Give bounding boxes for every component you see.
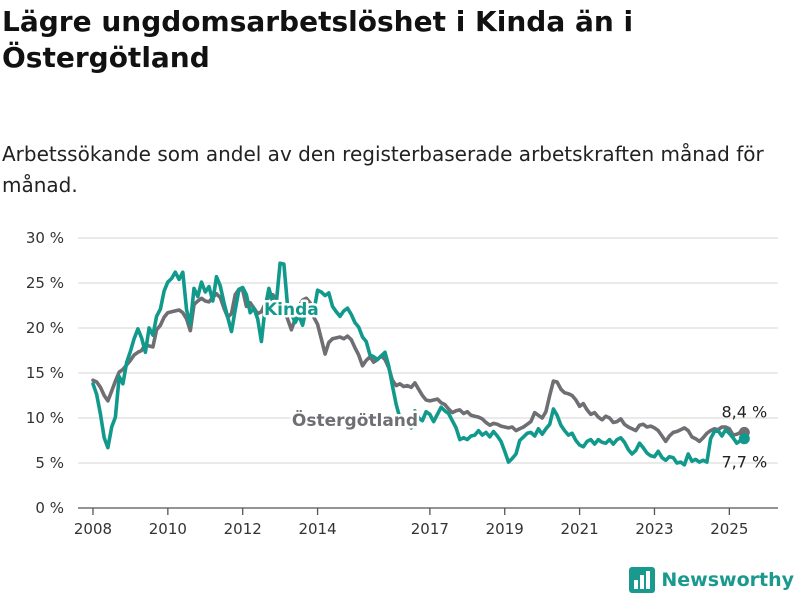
x-tick-label: 2014 — [298, 520, 336, 538]
x-tick-label: 2025 — [710, 520, 748, 538]
brand-name: Newsworthy — [661, 569, 794, 591]
x-tick-label: 2008 — [74, 520, 112, 538]
gridlines — [78, 237, 778, 509]
bar-chart-icon — [629, 567, 656, 593]
series-line--sterg-tland — [91, 287, 747, 444]
end-value-label: 8,4 % — [721, 402, 767, 421]
series-line-kinda — [91, 261, 747, 467]
x-tick-label: 2019 — [486, 520, 524, 538]
y-tick-label: 5 % — [35, 454, 64, 472]
series-lines — [91, 261, 750, 467]
series-label: Östergötland — [292, 409, 418, 431]
x-tick-label: 2010 — [149, 520, 187, 538]
y-tick-label: 30 % — [26, 229, 64, 247]
y-tick-label: 15 % — [26, 364, 64, 382]
x-axis-ticks: 2008 2010 2012 2014 2017 2019 2021 2023 2025 — [74, 508, 748, 538]
chart-subtitle: Arbetssökande som andel av den registerb… — [2, 142, 764, 197]
x-tick-label: 2023 — [635, 520, 673, 538]
x-tick-label: 2021 — [561, 520, 599, 538]
chart-title: Lägre ungdomsarbetslöshet i Kinda än i Ö… — [2, 5, 634, 74]
y-tick-label: 10 % — [26, 409, 64, 427]
series-label: Kinda — [264, 300, 319, 320]
brand-logo: Newsworthy — [629, 566, 794, 594]
x-tick-label: 2012 — [224, 520, 262, 538]
y-tick-label: 20 % — [26, 319, 64, 337]
y-tick-label: 25 % — [26, 274, 64, 292]
y-tick-label: 0 % — [35, 499, 64, 517]
series-labels: Östergötland 8,4 % Kinda 7,7 % — [261, 298, 767, 472]
end-point-marker — [738, 433, 750, 445]
y-axis-ticks: 0 % 5 % 10 % 15 % 20 % 25 % 30 % — [26, 229, 64, 517]
x-tick-label: 2017 — [411, 520, 449, 538]
end-value-label: 7,7 % — [721, 453, 767, 472]
